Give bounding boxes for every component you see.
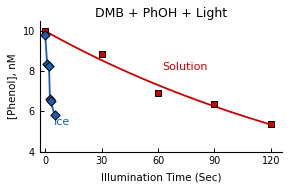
Point (99, 53, 104, 56)
Point (43, 34, 48, 37)
Text: Ice: Ice (54, 117, 70, 126)
Point (212, 103, 217, 106)
Point (45, 63, 49, 66)
Title: DMB + PhOH + Light: DMB + PhOH + Light (95, 7, 227, 20)
Point (52, 114, 57, 117)
Point (48, 98, 52, 101)
Point (43, 30, 48, 33)
Point (47, 65, 51, 68)
Point (156, 92, 160, 95)
Y-axis label: [Phenol], nM: [Phenol], nM (7, 53, 17, 119)
Text: Solution: Solution (162, 62, 207, 72)
Point (49, 100, 53, 103)
Point (268, 122, 273, 125)
X-axis label: Illumination Time (Sec): Illumination Time (Sec) (101, 172, 221, 182)
